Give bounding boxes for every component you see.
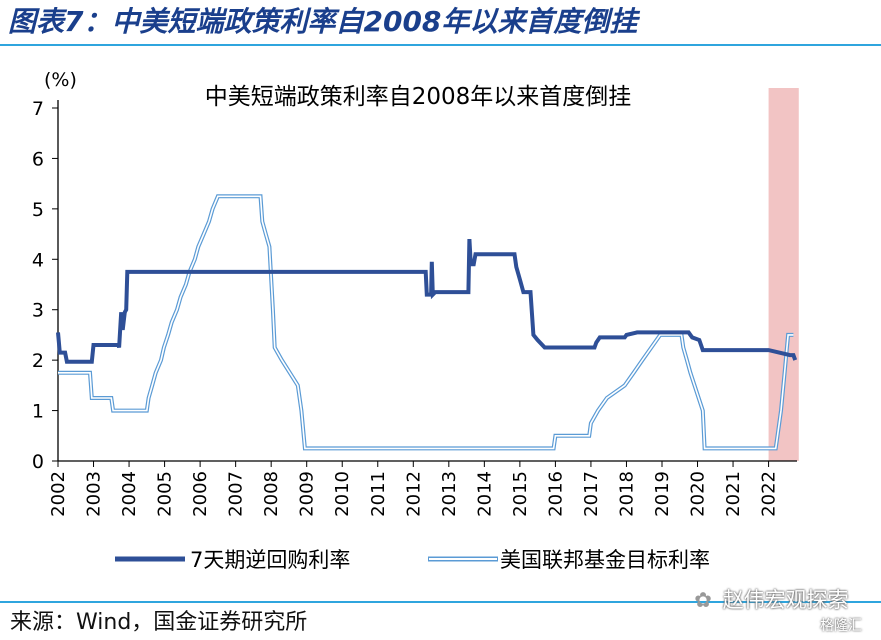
x-tick-label: 2004: [119, 471, 140, 517]
series-us-fed-funds: [58, 194, 794, 451]
x-tick-label: 2007: [226, 471, 247, 517]
legend-label-us: 美国联邦基金目标利率: [500, 548, 710, 572]
chart-legend: 7天期逆回购利率 美国联邦基金目标利率: [115, 548, 710, 572]
x-tick-label: 2006: [190, 471, 211, 517]
x-tick-label: 2019: [652, 471, 673, 517]
x-tick-label: 2016: [545, 471, 566, 517]
figure-title: 图表7：中美短端政策利率自2008年以来首度倒挂: [8, 5, 638, 38]
y-tick-label: 5: [32, 199, 44, 221]
x-tick-label: 2012: [403, 471, 424, 517]
x-tick-label: 2018: [616, 471, 637, 517]
line-chart: 0 1 2 3 4 5 6 7 2002 2003 2004 2005 2006 2007 2008 2009…: [32, 69, 799, 572]
y-axis-unit-label: (%): [44, 69, 77, 91]
x-tick-label: 2002: [48, 471, 69, 517]
y-tick-label: 1: [32, 401, 44, 423]
y-tick-label: 0: [32, 451, 44, 473]
x-tick-label: 2003: [84, 471, 105, 517]
top-divider: [0, 44, 881, 46]
y-tick-label: 4: [32, 249, 44, 271]
x-tick-label: 2010: [332, 471, 353, 517]
watermark-2: 格隆汇: [820, 618, 862, 634]
x-tick-label: 2005: [155, 471, 176, 517]
series-line-us-outer: [58, 194, 794, 451]
chart-axes: 0 1 2 3 4 5 6 7 2002 2003 2004 2005 2006 2007 2008 2009…: [32, 98, 797, 517]
x-tick-label: 2020: [688, 471, 709, 517]
chart-title: 中美短端政策利率自2008年以来首度倒挂: [205, 84, 632, 110]
y-tick-label: 6: [32, 148, 44, 170]
y-tick-label: 7: [32, 98, 44, 120]
x-tick-label: 2009: [297, 471, 318, 517]
wechat-icon: ✿: [694, 588, 712, 612]
x-tick-label: 2013: [439, 471, 460, 517]
x-tick-label: 2008: [261, 471, 282, 517]
x-tick-label: 2022: [759, 471, 780, 517]
legend-label-china: 7天期逆回购利率: [190, 548, 350, 572]
series-line-china: [56, 238, 798, 364]
highlight-region: [768, 88, 799, 461]
x-tick-label: 2014: [474, 471, 495, 517]
x-tick-label: 2017: [581, 471, 602, 517]
y-tick-label: 3: [32, 300, 44, 322]
watermark-text: 赵伟宏观探索: [722, 588, 849, 612]
x-tick-label: 2015: [510, 471, 531, 517]
watermark: ✿ 赵伟宏观探索: [690, 585, 849, 615]
x-tick-label: 2021: [723, 471, 744, 517]
series-china-7d-reverse-repo: [56, 238, 798, 364]
x-tick-label: 2011: [368, 471, 389, 517]
series-line-us-inner: [58, 195, 794, 450]
y-tick-label: 2: [32, 350, 44, 372]
bottom-divider: [0, 601, 881, 603]
source-note: 来源：Wind，国金证券研究所: [10, 610, 308, 635]
